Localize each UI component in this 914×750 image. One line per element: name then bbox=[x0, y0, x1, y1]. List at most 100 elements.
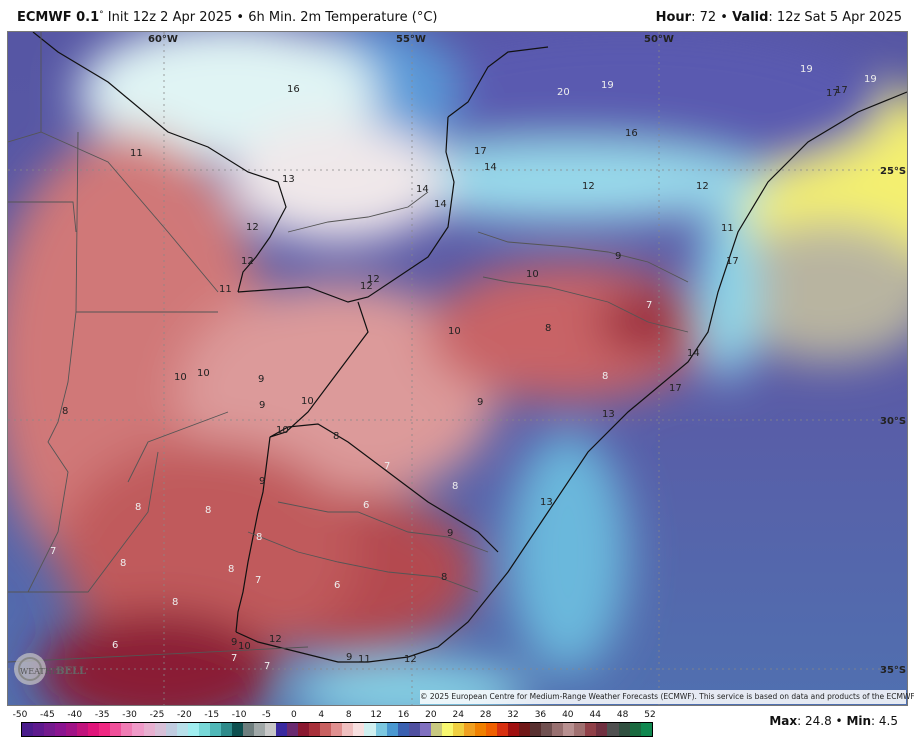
colorbar-swatch bbox=[231, 723, 243, 736]
colorbar-tick-label: -35 bbox=[94, 710, 110, 720]
temperature-value: 11 bbox=[358, 654, 371, 665]
colorbar-swatch bbox=[276, 723, 288, 736]
temperature-value: 9 bbox=[346, 652, 352, 663]
lon-label-50w: 50°W bbox=[644, 34, 674, 45]
colorbar-swatch bbox=[55, 723, 67, 736]
temperature-value: 13 bbox=[282, 174, 295, 185]
temperature-value: 19 bbox=[800, 64, 813, 75]
temperature-value: 9 bbox=[259, 476, 265, 487]
colorbar-tick-label: -20 bbox=[176, 710, 192, 720]
colorbar-swatch bbox=[563, 723, 575, 736]
colorbar-swatch bbox=[66, 723, 78, 736]
svg-text:WEATHER: WEATHER bbox=[20, 667, 65, 676]
temperature-value: 10 bbox=[276, 425, 289, 436]
colorbar-swatch bbox=[99, 723, 111, 736]
lat-label-35s: 35°S bbox=[880, 665, 906, 676]
temperature-value: 12 bbox=[241, 256, 254, 267]
map-title: ECMWF 0.1° Init 12z 2 Apr 2025 • 6h Min.… bbox=[17, 10, 438, 25]
colorbar-tick-label: 16 bbox=[397, 710, 410, 720]
temperature-value: 12 bbox=[404, 654, 417, 665]
temperature-value: 6 bbox=[363, 500, 369, 511]
colorbar-swatch bbox=[165, 723, 177, 736]
lat-label-25s: 25°S bbox=[880, 166, 906, 177]
temperature-value: 7 bbox=[646, 300, 652, 311]
colorbar-swatch bbox=[198, 723, 210, 736]
colorbar-swatch bbox=[364, 723, 376, 736]
colorbar-swatch bbox=[242, 723, 254, 736]
temperature-value: 7 bbox=[384, 461, 390, 472]
colorbar bbox=[21, 722, 653, 737]
colorbar-swatch bbox=[574, 723, 586, 736]
colorbar-swatch bbox=[430, 723, 442, 736]
temperature-value: 8 bbox=[545, 323, 551, 334]
colorbar-swatch bbox=[287, 723, 299, 736]
colorbar-tick-label: 40 bbox=[562, 710, 574, 720]
temperature-value: 8 bbox=[172, 597, 178, 608]
temperature-value: 7 bbox=[264, 661, 270, 672]
colorbar-tick-label: -15 bbox=[204, 710, 220, 720]
colorbar-swatch bbox=[585, 723, 597, 736]
colorbar-swatch bbox=[265, 723, 277, 736]
colorbar-swatch bbox=[110, 723, 122, 736]
max-min-stats: Max: 24.8 • Min: 4.5 bbox=[769, 714, 898, 728]
temperature-value: 10 bbox=[301, 396, 314, 407]
colorbar-tick-label: -50 bbox=[12, 710, 28, 720]
temperature-value: 9 bbox=[477, 397, 483, 408]
model-name: ECMWF 0.1 bbox=[17, 10, 100, 25]
colorbar-swatch bbox=[77, 723, 89, 736]
colorbar-swatch bbox=[298, 723, 310, 736]
colorbar-tick-label: 4 bbox=[318, 710, 325, 720]
temperature-map[interactable]: 60°W 55°W 50°W 25°S 30°S 35°S 11 16 13 14 14… bbox=[7, 31, 908, 706]
colorbar-tick-label: 12 bbox=[370, 710, 382, 720]
colorbar-swatch bbox=[176, 723, 188, 736]
colorbar-tick-label: 36 bbox=[534, 710, 547, 720]
colorbar-swatch bbox=[397, 723, 409, 736]
colorbar-tick-label: -5 bbox=[262, 710, 272, 720]
temperature-value: 8 bbox=[135, 502, 141, 513]
temperature-value: 8 bbox=[228, 564, 234, 575]
temperature-value: 10 bbox=[238, 641, 251, 652]
temperature-value: 16 bbox=[625, 128, 638, 139]
copyright-notice: © 2025 European Centre for Medium-Range … bbox=[420, 690, 914, 704]
colorbar-tick-label: 52 bbox=[644, 710, 656, 720]
colorbar-tick-label: 32 bbox=[507, 710, 519, 720]
colorbar-swatch bbox=[309, 723, 321, 736]
colorbar-tick-label: 48 bbox=[616, 710, 629, 720]
temperature-value: 16 bbox=[287, 84, 300, 95]
temperature-value: 7 bbox=[255, 575, 261, 586]
temperature-value: 6 bbox=[334, 580, 340, 591]
temperature-value: 11 bbox=[130, 148, 143, 159]
colorbar-tick-label: -45 bbox=[40, 710, 55, 720]
temperature-value: 12 bbox=[696, 181, 709, 192]
colorbar-swatch bbox=[552, 723, 564, 736]
colorbar-swatch bbox=[474, 723, 486, 736]
colorbar-swatch bbox=[618, 723, 630, 736]
temperature-value: 9 bbox=[615, 251, 621, 262]
colorbar-ticks: -50 -45 -40 -35 -30 -25 -20 -15 -10 -5 0 4 8 12 16 20 24… bbox=[13, 710, 656, 722]
temperature-value: 10 bbox=[526, 269, 539, 280]
colorbar-swatch bbox=[320, 723, 332, 736]
colorbar-swatch bbox=[607, 723, 619, 736]
colorbar-swatch bbox=[519, 723, 531, 736]
temperature-value: 9 bbox=[447, 528, 453, 539]
lon-label-60w: 60°W bbox=[148, 34, 178, 45]
colorbar-tick-label: 44 bbox=[589, 710, 601, 720]
colorbar-swatch bbox=[375, 723, 387, 736]
temperature-value: 17 bbox=[669, 383, 682, 394]
title-text: Init 12z 2 Apr 2025 • 6h Min. 2m Tempera… bbox=[103, 10, 438, 25]
temperature-value: 8 bbox=[333, 431, 339, 442]
temperature-value: 8 bbox=[120, 558, 126, 569]
temperature-value: 12 bbox=[269, 634, 282, 645]
temperature-value: 19 bbox=[601, 80, 614, 91]
colorbar-tick-label: 20 bbox=[425, 710, 437, 720]
colorbar-swatch bbox=[530, 723, 542, 736]
temperature-value: 7 bbox=[231, 653, 237, 664]
temperature-value: 8 bbox=[602, 371, 608, 382]
temperature-value: 14 bbox=[434, 199, 447, 210]
temperature-value: 8 bbox=[256, 532, 262, 543]
temperature-value: 14 bbox=[484, 162, 497, 173]
colorbar-tick-label: -30 bbox=[122, 710, 137, 720]
svg-text:BELL: BELL bbox=[56, 666, 86, 677]
colorbar-swatch bbox=[154, 723, 166, 736]
